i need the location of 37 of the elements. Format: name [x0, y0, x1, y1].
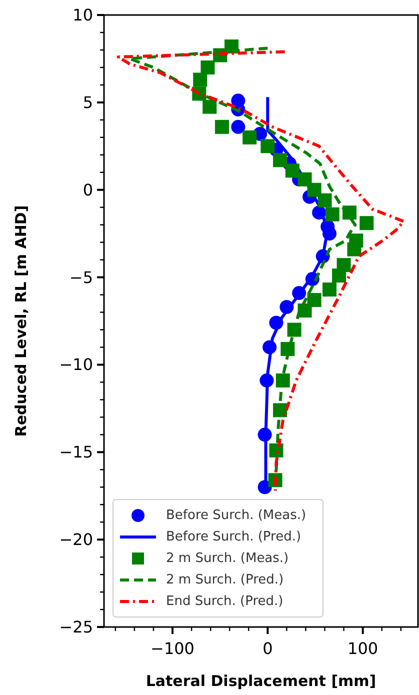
- legend-label: Before Surch. (Pred.): [166, 530, 302, 544]
- y-axis-title: Reduced Level, RL [m AHD]: [12, 205, 30, 437]
- y-tick-label: −20: [59, 530, 93, 550]
- y-tick-label: 5: [82, 92, 93, 112]
- point: [193, 72, 208, 87]
- point: [202, 100, 217, 114]
- y-tick-label: 0: [82, 180, 93, 200]
- x-tick-label: 0: [262, 639, 273, 658]
- y-tick-label: −25: [59, 618, 93, 636]
- legend-label: 2 m Surch. (Meas.): [166, 551, 289, 566]
- point: [307, 293, 322, 308]
- legend-label: Before Surch. (Meas.): [166, 508, 306, 523]
- point: [318, 193, 332, 208]
- y-tick-label: 10: [72, 6, 93, 24]
- point: [242, 130, 257, 144]
- x-tick-label: 100: [348, 639, 378, 658]
- point: [332, 268, 346, 283]
- legend-label: End Surch. (Pred.): [166, 594, 284, 609]
- y-tick-label: −5: [69, 268, 93, 287]
- point: [322, 282, 337, 297]
- line-series: [116, 50, 406, 492]
- point: [214, 120, 229, 134]
- y-tick-label: −10: [59, 355, 93, 374]
- point: [360, 216, 374, 230]
- point: [273, 153, 288, 168]
- point: [298, 172, 312, 186]
- point: [260, 139, 275, 154]
- point: [285, 164, 300, 178]
- point: [325, 207, 340, 222]
- x-tick-label: −100: [150, 639, 194, 658]
- point: [231, 120, 246, 134]
- x-axis-title: Lateral Displacement [mm]: [146, 672, 376, 690]
- legend-label: 2 m Surch. (Pred.): [166, 572, 284, 588]
- point: [307, 182, 322, 197]
- point: [347, 242, 362, 256]
- point: [200, 60, 215, 74]
- y-tick-label: −15: [59, 442, 93, 462]
